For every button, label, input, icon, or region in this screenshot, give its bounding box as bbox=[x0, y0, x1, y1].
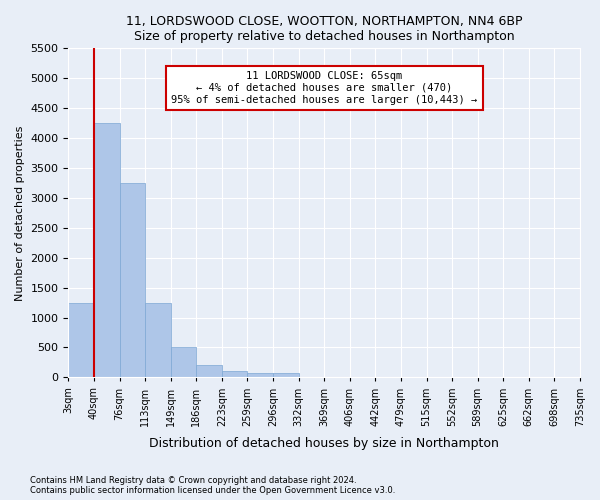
Bar bbox=[171, 348, 196, 378]
Bar bbox=[222, 372, 247, 378]
Y-axis label: Number of detached properties: Number of detached properties bbox=[15, 125, 25, 300]
Bar bbox=[273, 373, 299, 378]
Bar bbox=[68, 302, 94, 378]
Bar bbox=[196, 366, 222, 378]
Text: Contains HM Land Registry data © Crown copyright and database right 2024.
Contai: Contains HM Land Registry data © Crown c… bbox=[30, 476, 395, 495]
Bar bbox=[94, 123, 119, 378]
Title: 11, LORDSWOOD CLOSE, WOOTTON, NORTHAMPTON, NN4 6BP
Size of property relative to : 11, LORDSWOOD CLOSE, WOOTTON, NORTHAMPTO… bbox=[126, 15, 523, 43]
Bar bbox=[247, 373, 273, 378]
X-axis label: Distribution of detached houses by size in Northampton: Distribution of detached houses by size … bbox=[149, 437, 499, 450]
Text: 11 LORDSWOOD CLOSE: 65sqm
← 4% of detached houses are smaller (470)
95% of semi-: 11 LORDSWOOD CLOSE: 65sqm ← 4% of detach… bbox=[171, 72, 478, 104]
Bar bbox=[145, 302, 171, 378]
Bar bbox=[119, 183, 145, 378]
